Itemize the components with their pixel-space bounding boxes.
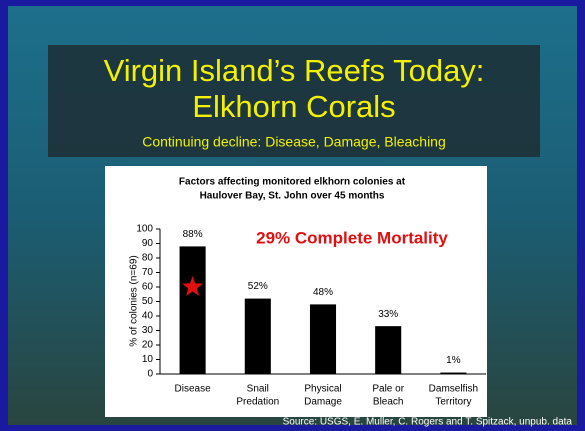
x-tick-label: Damage xyxy=(304,397,342,408)
y-tick-label: 60 xyxy=(142,282,154,293)
y-tick-label: 30 xyxy=(142,325,154,336)
bar xyxy=(375,326,402,374)
x-tick-label: Territory xyxy=(435,397,471,408)
chart-title: Haulover Bay, St. John over 45 months xyxy=(200,191,385,202)
source: Source: USGS, E. Muller, C. Rogers and T… xyxy=(283,417,573,428)
y-tick-label: 10 xyxy=(142,354,154,365)
x-tick-label: Physical xyxy=(304,384,341,395)
value-label: 52% xyxy=(248,281,268,292)
slide-subtitle: Continuing decline: Disease, Damage, Ble… xyxy=(142,134,446,150)
slide-title: Virgin Island’s Reefs Today: xyxy=(104,53,485,88)
y-tick-label: 40 xyxy=(142,311,154,322)
x-tick-label: Snail xyxy=(247,384,269,395)
x-tick-label: Predation xyxy=(236,397,279,408)
chart-title: Factors affecting monitored elkhorn colo… xyxy=(179,177,406,188)
value-label: 48% xyxy=(313,287,333,298)
y-tick-label: 90 xyxy=(142,238,154,249)
y-axis-label: % of colonies (n=69) xyxy=(129,255,140,346)
chart-panel xyxy=(105,166,487,417)
y-tick-label: 0 xyxy=(147,369,153,380)
slide-title: Elkhorn Corals xyxy=(192,89,395,124)
annotation: 29% Complete Mortality xyxy=(256,228,448,247)
x-tick-label: Disease xyxy=(175,384,212,395)
x-tick-label: Bleach xyxy=(373,397,404,408)
bar xyxy=(244,298,271,374)
y-tick-label: 100 xyxy=(136,224,153,235)
x-tick-label: Damselfish xyxy=(429,384,478,395)
value-label: 88% xyxy=(183,229,203,240)
value-label: 1% xyxy=(446,355,461,366)
y-tick-label: 80 xyxy=(142,253,154,264)
x-tick-label: Pale or xyxy=(372,384,404,395)
star-icon xyxy=(182,276,204,296)
bar xyxy=(440,372,467,374)
y-tick-label: 50 xyxy=(142,296,154,307)
y-tick-label: 70 xyxy=(142,267,154,278)
bar xyxy=(309,304,337,374)
y-tick-label: 20 xyxy=(142,340,154,351)
bar xyxy=(179,246,206,374)
title-box xyxy=(48,45,540,157)
value-label: 33% xyxy=(378,309,398,320)
